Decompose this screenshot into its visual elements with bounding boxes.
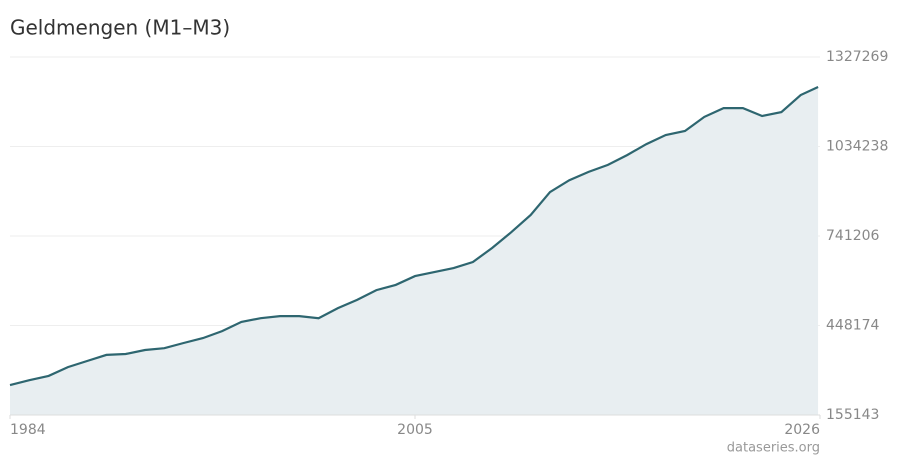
y-tick-label: 1327269 [826,49,888,65]
y-tick-label: 741206 [826,228,880,244]
area [10,87,819,415]
line [9,86,819,387]
y-tick-label: 448174 [826,318,880,334]
x-tick-label: 2026 [784,422,820,438]
y-tick-label: 1034238 [826,138,888,154]
x-tick-label: 2005 [397,422,433,438]
x-tick-label: 1984 [10,422,46,438]
source: dataseries.org [727,441,820,456]
y-tick-label: 155143 [826,407,879,423]
chart-title: Geldmengen (M1–M3) [10,16,230,40]
